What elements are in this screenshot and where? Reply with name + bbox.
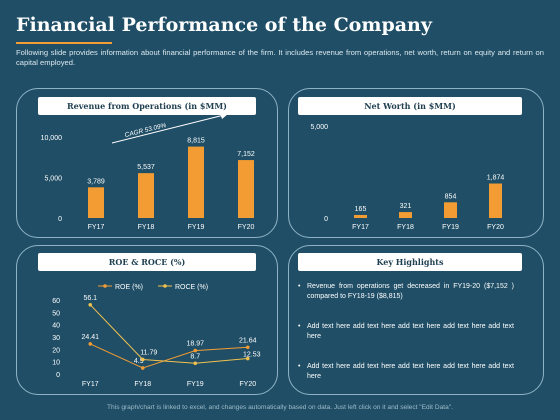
data-label: 3,789 <box>87 178 105 185</box>
x-tick-label: FY20 <box>487 224 504 231</box>
bar <box>399 212 412 218</box>
x-tick-label: FY17 <box>88 224 105 231</box>
x-tick-label: FY19 <box>188 224 205 231</box>
cagr-arrow-head <box>220 113 228 119</box>
data-point <box>245 345 250 350</box>
data-label: 7,152 <box>237 151 255 158</box>
page-title: Financial Performance of the Company <box>16 14 432 36</box>
roe-roce-chart[interactable]: 0 10 20 30 40 50 60 FY17 FY18 FY19 FY20 ROE (%) ROCE… <box>16 245 278 395</box>
data-label: 4.9 <box>134 358 144 365</box>
data-point <box>140 357 145 362</box>
bar <box>138 173 154 218</box>
revenue-panel <box>16 88 278 238</box>
data-label: 56.1 <box>83 295 97 302</box>
data-label: 5,537 <box>137 164 155 171</box>
bullet-icon: • <box>298 323 301 330</box>
highlight-item: • Add text here add text here add text h… <box>298 322 514 342</box>
legend-marker <box>163 284 167 288</box>
highlight-text: Add text here add text here add text her… <box>307 363 514 380</box>
cagr-arrow-line <box>111 114 225 144</box>
y-tick-label: 20 <box>52 347 60 354</box>
net-worth-chart[interactable]: 0 5,000 165 FY17 321 FY18 854 FY19 1,874 FY20 <box>288 88 544 238</box>
legend-label: ROCE (%) <box>175 284 208 291</box>
title-underline <box>16 42 112 44</box>
y-tick-label: 40 <box>52 323 60 330</box>
data-point <box>88 303 93 307</box>
y-tick-label: 5,000 <box>310 124 328 131</box>
x-tick-label: FY17 <box>352 224 369 231</box>
bullet-icon: • <box>298 283 301 290</box>
bar <box>88 187 104 218</box>
footer-note: This graph/chart is linked to excel, and… <box>107 404 453 411</box>
revenue-chart-title: Revenue from Operations (in $MM) <box>38 97 256 115</box>
data-label: 24.41 <box>81 334 99 341</box>
y-tick-label: 0 <box>58 216 62 223</box>
highlight-text: Revenue from operations get decreased in… <box>307 283 514 300</box>
series-line <box>90 343 248 369</box>
data-label: 165 <box>355 206 367 213</box>
legend-label: ROE (%) <box>115 284 143 291</box>
data-label: 12.53 <box>243 352 261 359</box>
net-worth-panel <box>288 88 544 238</box>
net-worth-chart-title: Net Worth (in $MM) <box>298 97 522 115</box>
data-label: 21.64 <box>239 337 257 344</box>
x-tick-label: FY18 <box>397 224 414 231</box>
bar <box>238 160 254 218</box>
highlight-text: Add text here add text here add text her… <box>307 323 514 340</box>
x-tick-label: FY20 <box>239 381 256 388</box>
y-tick-label: 60 <box>52 298 60 305</box>
data-label: 8.7 <box>190 353 200 360</box>
page-subtitle: Following slide provides information abo… <box>16 48 544 67</box>
series-line <box>89 304 248 364</box>
data-point <box>193 348 198 353</box>
data-point <box>193 361 198 366</box>
bullet-icon: • <box>298 363 301 370</box>
x-tick-label: FY17 <box>82 381 99 388</box>
y-tick-label: 10 <box>52 360 60 367</box>
data-label: 1,874 <box>487 175 505 182</box>
highlight-item: • Add text here add text here add text h… <box>298 362 514 382</box>
roe-roce-panel <box>16 245 278 395</box>
data-label: 854 <box>445 193 457 200</box>
y-tick-label: 5,000 <box>44 176 62 183</box>
x-tick-label: FY18 <box>138 224 155 231</box>
data-label: 8,815 <box>187 138 205 145</box>
y-tick-label: 30 <box>52 335 60 342</box>
legend-marker <box>103 284 107 288</box>
y-tick-label: 0 <box>56 372 60 379</box>
x-tick-label: FY19 <box>187 381 204 388</box>
data-label: 11.79 <box>140 349 157 356</box>
revenue-chart[interactable]: 0 5,000 10,000 3,789 FY17 5,537 FY18 8,815 FY19 7… <box>16 88 278 238</box>
key-highlights-panel <box>288 245 544 395</box>
data-point <box>140 366 145 370</box>
x-tick-label: FY18 <box>134 381 151 388</box>
x-tick-label: FY19 <box>442 224 459 231</box>
y-tick-label: 0 <box>324 216 328 223</box>
y-tick-label: 10,000 <box>41 135 63 142</box>
data-point <box>245 356 250 361</box>
roe-roce-chart-title: ROE & ROCE (%) <box>38 253 256 271</box>
data-label: 321 <box>400 203 412 210</box>
highlight-item: • Revenue from operations get decreased … <box>298 282 514 302</box>
x-tick-label: FY20 <box>238 224 255 231</box>
bar <box>489 183 502 218</box>
data-label: 18.97 <box>186 341 204 348</box>
key-highlights-title: Key Highlights <box>298 253 522 271</box>
bar <box>444 202 457 218</box>
y-tick-label: 50 <box>52 310 60 317</box>
data-point <box>88 342 93 346</box>
bar <box>354 214 367 218</box>
bar <box>188 146 204 218</box>
